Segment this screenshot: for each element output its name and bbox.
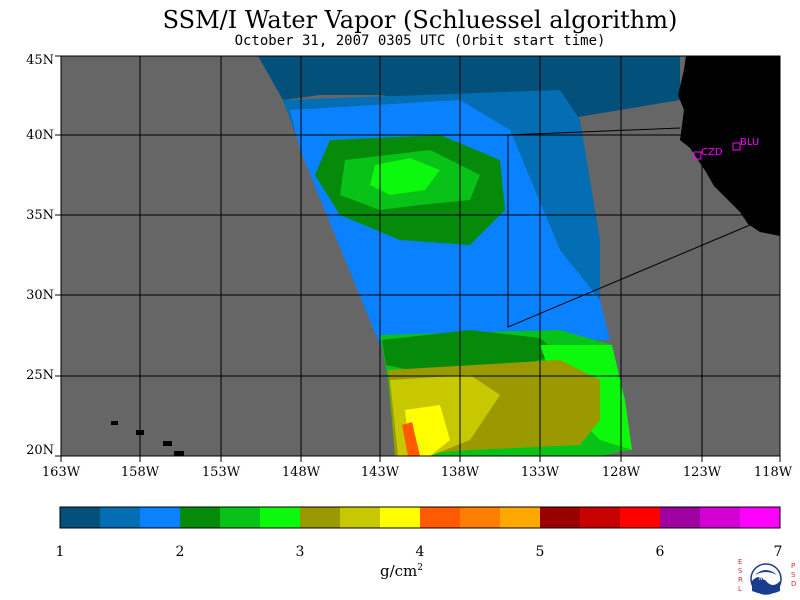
- station-marker-czd: [693, 151, 702, 160]
- lon-label-118w: 118W: [753, 465, 793, 480]
- colorbar-label-5: 5: [535, 544, 545, 560]
- colorbar-swatch: [60, 507, 101, 528]
- logo-esrl-r: R: [738, 576, 743, 584]
- map-subtitle: October 31, 2007 0305 UTC (Orbit start t…: [234, 33, 606, 49]
- colorbar-swatch: [180, 507, 221, 528]
- colorbar-swatch: [660, 507, 701, 528]
- lon-label-143w: 143W: [360, 465, 400, 480]
- map-frame: [60, 55, 781, 457]
- lon-label-153w: 153W: [201, 465, 241, 480]
- colorbar-frame: [59, 506, 781, 529]
- logo-psd-s: S: [791, 571, 796, 579]
- track-outline-south: [507, 135, 751, 328]
- island-kauai: [111, 421, 118, 425]
- lat-label-45n: 45N: [26, 53, 54, 68]
- unit-base: g/cm: [380, 562, 418, 580]
- station-label-blu: BLU: [740, 137, 760, 148]
- colorbar-swatch: [740, 507, 781, 528]
- colorbar-label-6: 6: [655, 544, 665, 560]
- lon-label-158w: 158W: [120, 465, 160, 480]
- lat-label-35n: 35N: [26, 208, 54, 223]
- colorbar-label-1: 1: [55, 544, 65, 560]
- colorbar-label-3: 3: [295, 544, 305, 560]
- station-label-czd: CZD: [701, 147, 723, 158]
- colorbar-swatch: [460, 507, 501, 528]
- colorbar-label-4: 4: [415, 544, 425, 560]
- colorbar-swatch: [500, 507, 541, 528]
- noaa-bird-icon: [755, 570, 777, 575]
- land-california: [678, 56, 780, 236]
- colorbar: [60, 507, 781, 528]
- colorbar-unit: g/cm2: [380, 562, 423, 580]
- colorbar-swatch: [700, 507, 741, 528]
- colorbar-swatch: [340, 507, 381, 528]
- swath-dark-green-band: [382, 330, 560, 372]
- unit-exponent: 2: [417, 563, 424, 573]
- swath-bright-green-north: [370, 158, 440, 195]
- logo-esrl-l: L: [738, 585, 742, 593]
- colorbar-swatch: [420, 507, 461, 528]
- colorbar-swatch: [300, 507, 341, 528]
- colorbar-swatch: [140, 507, 181, 528]
- lat-label-20n: 20N: [26, 443, 54, 458]
- colorbar-swatch: [260, 507, 301, 528]
- colorbar-label-2: 2: [175, 544, 185, 560]
- lat-label-40n: 40N: [26, 128, 54, 143]
- track-outline: [507, 127, 681, 136]
- grid-lines: [61, 56, 780, 456]
- swath-orange-edge: [402, 422, 420, 456]
- lon-label-138w: 138W: [440, 465, 480, 480]
- colorbar-swatch: [100, 507, 141, 528]
- tick-marks: [55, 55, 781, 462]
- lon-label-163w: 163W: [41, 465, 81, 480]
- station-marker-blu: [732, 142, 741, 151]
- logo-psd-p: P: [791, 562, 795, 570]
- lon-label-128w: 128W: [601, 465, 641, 480]
- colorbar-swatch: [620, 507, 661, 528]
- lat-label-25n: 25N: [26, 368, 54, 383]
- lon-label-133w: 133W: [520, 465, 560, 480]
- logo-psd-d: D: [791, 580, 796, 588]
- logo-esrl-e: E: [738, 558, 742, 566]
- logo-esrl-s: S: [738, 567, 743, 575]
- colorbar-swatch: [540, 507, 581, 528]
- colorbar-swatch: [220, 507, 261, 528]
- colorbar-swatch: [580, 507, 621, 528]
- colorbar-swatch: [380, 507, 421, 528]
- colorbar-label-7: 7: [773, 544, 783, 560]
- island-hawaii: [174, 451, 184, 456]
- lat-label-30n: 30N: [26, 288, 54, 303]
- lon-label-148w: 148W: [281, 465, 321, 480]
- noaa-wave-icon: [752, 577, 780, 594]
- lon-label-123w: 123W: [682, 465, 722, 480]
- island-maui: [163, 441, 172, 446]
- logo-noaa-text: NOAA: [759, 576, 774, 582]
- swath-dark-blue-north: [258, 56, 680, 120]
- noaa-logo: E S R L NOAA P S D: [738, 558, 796, 595]
- map-title: SSM/I Water Vapor (Schluessel algorithm): [162, 6, 678, 34]
